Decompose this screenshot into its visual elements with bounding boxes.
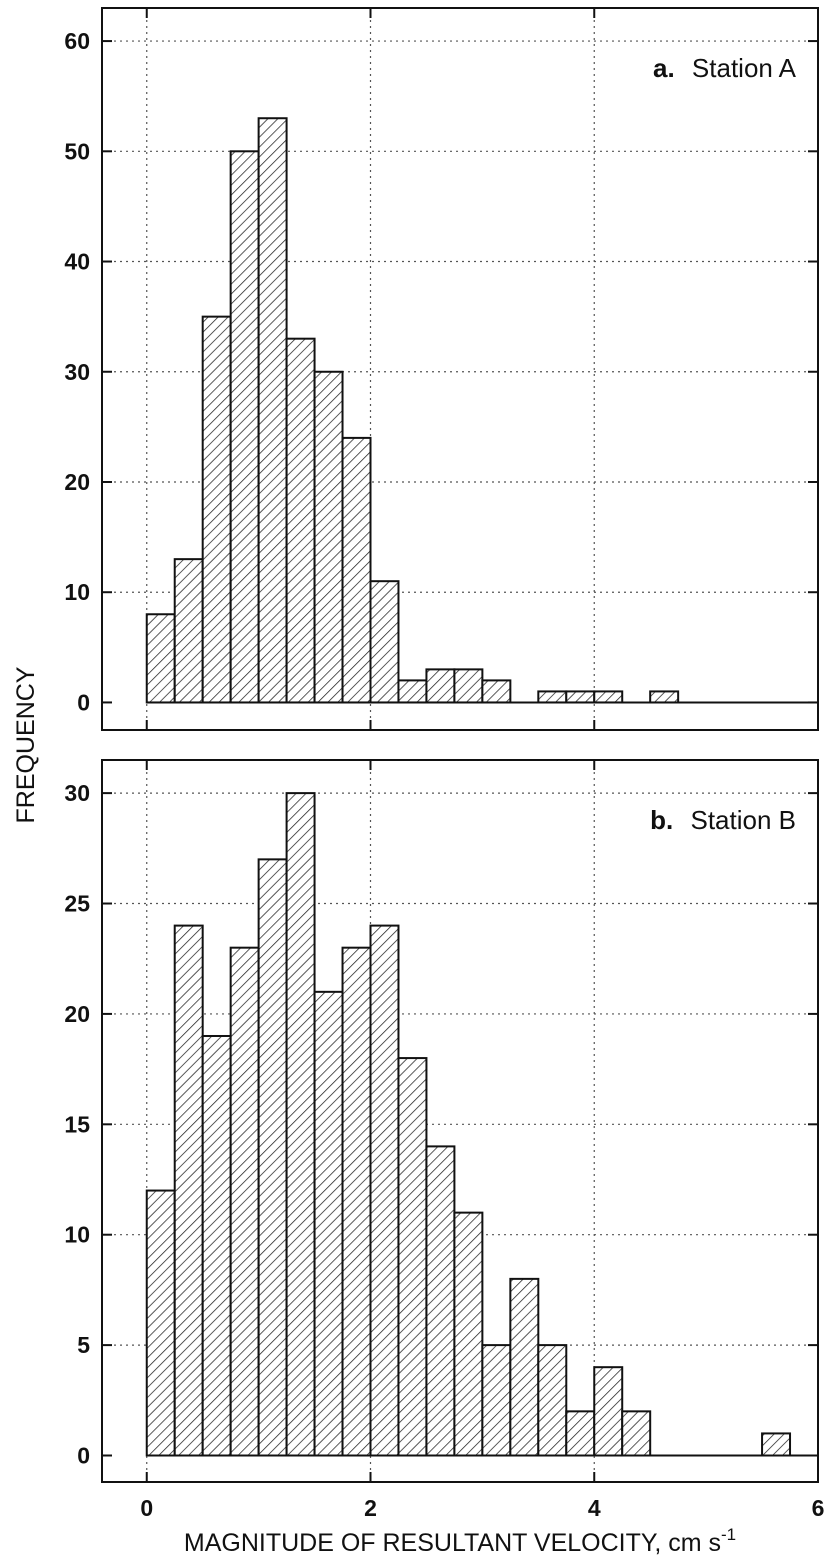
histogram-bar <box>313 990 344 1457</box>
x-tick-label: 2 <box>364 1495 377 1521</box>
y-tick-label: 10 <box>64 579 90 605</box>
histogram-bar <box>453 1211 484 1457</box>
histogram-bar <box>285 337 316 704</box>
y-tick-label: 25 <box>64 891 90 917</box>
histogram-bar <box>537 1344 568 1457</box>
bars <box>145 792 792 1457</box>
y-tick-label: 60 <box>64 28 90 54</box>
histogram-bar <box>565 690 596 704</box>
histogram-bar <box>593 1366 624 1457</box>
y-tick-label: 20 <box>64 1001 90 1027</box>
histogram-bar <box>369 924 400 1457</box>
histogram-bar <box>621 1410 652 1457</box>
histogram-bar <box>229 946 260 1457</box>
panel-station-name: Station A <box>692 53 797 83</box>
panel-title: b. Station B <box>650 805 796 835</box>
y-tick-label: 40 <box>64 249 90 275</box>
histogram-bar <box>285 792 316 1457</box>
y-tick-label: 30 <box>64 780 90 806</box>
y-tick-label: 30 <box>64 359 90 385</box>
histogram-bar <box>425 668 456 704</box>
x-tick-label: 6 <box>812 1495 825 1521</box>
histogram-bar <box>341 946 372 1457</box>
histogram-bar <box>649 690 680 704</box>
y-axis-title: FREQUENCY <box>12 666 40 823</box>
histogram-bar <box>257 117 288 704</box>
axis-ticks: 0 5 10 15 20 25 30 0 2 4 6 <box>64 760 824 1521</box>
histogram-bar <box>425 1145 456 1457</box>
histogram-bar <box>341 436 372 704</box>
histogram-bar <box>145 1189 176 1457</box>
histogram-bar <box>593 690 624 704</box>
x-axis-title: MAGNITUDE OF RESULTANT VELOCITY, cm s-1 <box>184 1525 736 1557</box>
histogram-bar <box>173 924 204 1457</box>
histogram-bar <box>257 858 288 1457</box>
bars <box>145 117 680 704</box>
histogram-bar <box>509 1277 540 1457</box>
panel-station-a: 0 10 20 30 40 50 60 a. Station A <box>64 7 819 731</box>
histogram-bar <box>369 580 400 704</box>
histogram-bar <box>201 315 232 704</box>
histogram-bar <box>565 1410 596 1457</box>
histogram-bar <box>145 613 176 704</box>
x-tick-label: 4 <box>588 1495 601 1521</box>
histogram-bar <box>397 1057 428 1457</box>
panel-label: b. <box>650 805 673 835</box>
histogram-bar <box>481 679 512 704</box>
panel-station-name: Station B <box>690 805 796 835</box>
y-tick-label: 50 <box>64 138 90 164</box>
histogram-bar <box>537 690 568 704</box>
histogram-bar <box>173 558 204 704</box>
y-tick-label: 0 <box>77 1443 90 1469</box>
histogram-bar <box>397 679 428 704</box>
panel-title: a. Station A <box>653 53 797 83</box>
histogram-bar <box>761 1432 792 1457</box>
plot-frame <box>101 759 819 1483</box>
y-tick-label: 20 <box>64 469 90 495</box>
y-tick-label: 0 <box>77 689 90 715</box>
panel-label: a. <box>653 53 675 83</box>
histogram-bar <box>453 668 484 704</box>
y-tick-label: 5 <box>77 1332 90 1358</box>
x-tick-label: 0 <box>140 1495 153 1521</box>
histogram-bar <box>313 370 344 704</box>
panel-station-b: 0 5 10 15 20 25 30 0 2 4 6 b. Station B <box>64 759 824 1521</box>
histogram-bar <box>201 1034 232 1457</box>
x-axis-title-exponent: -1 <box>721 1525 736 1544</box>
histogram-bar <box>481 1344 512 1457</box>
axis-ticks: 0 10 20 30 40 50 60 <box>64 8 819 730</box>
plot-frame <box>101 7 819 731</box>
y-tick-label: 15 <box>64 1111 90 1137</box>
histogram-bar <box>229 150 260 704</box>
y-tick-label: 10 <box>64 1222 90 1248</box>
x-axis-title-text: MAGNITUDE OF RESULTANT VELOCITY, cm s <box>184 1529 721 1557</box>
